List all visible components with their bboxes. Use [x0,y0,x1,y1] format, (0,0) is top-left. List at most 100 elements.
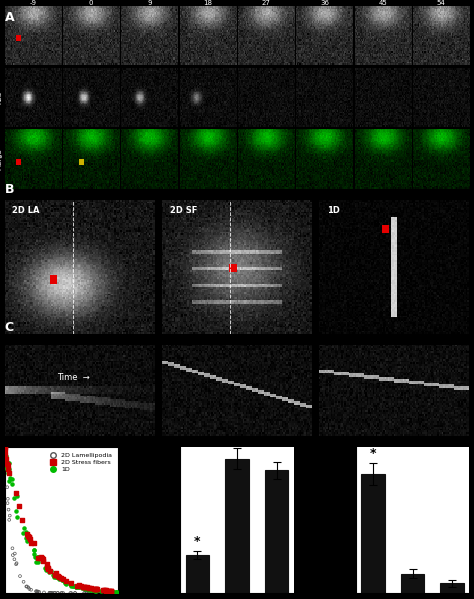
Point [52,570,59,580]
Point [38,553,46,563]
Bar [401,573,425,593]
Point [25,583,32,592]
Bar [265,470,289,593]
Point [100,588,107,598]
Title: 36: 36 [320,0,329,5]
Point [112,587,119,597]
Title: 18: 18 [203,0,212,5]
Point [12,559,20,569]
Point [109,587,117,597]
Point [60,576,68,586]
Y-axis label: Green: Green [0,25,2,46]
Point [111,588,118,598]
Y-axis label: Merge: Merge [0,148,2,170]
Y-axis label: Red: Red [0,91,2,104]
Point [88,588,95,598]
Point [54,588,62,598]
Point [59,588,67,598]
Point [3,459,11,469]
Point [25,534,32,543]
Point [88,583,95,593]
Point [27,538,35,547]
Point [80,582,88,592]
Point [107,586,115,596]
Point [72,582,80,592]
Point [23,582,31,591]
Point [92,584,100,594]
Point [110,588,118,598]
Point [91,586,99,595]
Point [85,588,93,598]
Point [108,587,116,597]
Point [81,582,88,592]
Point [13,488,20,498]
Point [4,461,11,471]
Title: 27: 27 [262,0,271,5]
Point [41,563,49,573]
Point [110,587,118,597]
Point [85,585,92,594]
Point [72,582,80,591]
Point [23,530,31,540]
Point [96,588,103,598]
Point [105,588,112,598]
Point [2,454,10,464]
Point [46,567,53,577]
Point [33,586,40,596]
Point [3,457,11,467]
Point [75,580,83,590]
Point [45,564,52,573]
Point [25,532,33,541]
Bar [225,459,249,593]
Point [91,588,99,598]
Point [81,584,89,594]
Point [88,585,96,594]
Point [91,584,99,594]
Point [93,588,100,598]
Title: 0: 0 [89,0,93,5]
Point [9,543,16,553]
Point [66,579,74,589]
Point [13,491,20,501]
Point [34,553,41,562]
Point [34,553,41,562]
Point [55,574,63,584]
Point [33,557,40,567]
Point [105,586,112,595]
Point [83,588,91,598]
Point [52,570,59,579]
Point [46,588,54,598]
Text: *: * [194,535,201,547]
Point [45,564,52,573]
Point [63,576,70,585]
Point [81,583,88,593]
Point [22,527,29,536]
Point [14,512,21,522]
Point [113,587,121,597]
Point [83,582,91,592]
Point [1,444,9,453]
Point [26,584,33,594]
Text: B: B [5,183,14,196]
Point [75,582,82,592]
Point [4,468,12,478]
Point [103,586,110,595]
Point [109,587,117,597]
Point [58,588,65,598]
Point [23,582,30,591]
Point [81,588,88,598]
Point [107,587,114,597]
Point [36,587,43,597]
Point [91,584,98,594]
Point [16,571,24,581]
Point [32,586,40,596]
Point [20,524,27,533]
Text: 2D SF: 2D SF [170,206,197,215]
Point [71,588,79,598]
Point [90,588,97,598]
Point [35,557,42,567]
Point [57,573,64,582]
Point [92,584,100,594]
Text: Time  →: Time → [57,373,90,382]
Point [109,588,117,598]
